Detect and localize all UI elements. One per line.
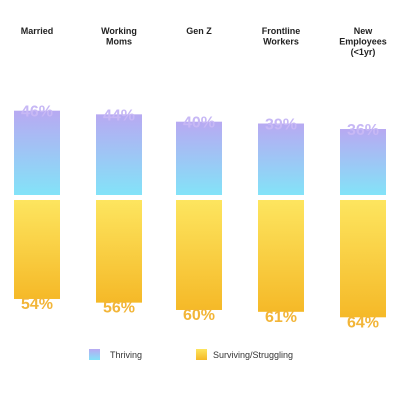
- bar-thriving: [14, 110, 60, 195]
- category-label-line: Gen Z: [186, 26, 212, 36]
- category-label-line: Frontline: [262, 26, 301, 36]
- category-label: Gen Z: [186, 26, 212, 36]
- category-label-line: Employees: [339, 37, 387, 47]
- thriving-percent-label: 40%: [183, 115, 215, 132]
- surviving-percent-label: 61%: [265, 309, 297, 326]
- percent-labels: 46% 54% 44% 56% 40% 60% 39% 61% 36% 64%: [21, 104, 379, 332]
- bar-thriving: [258, 123, 304, 195]
- bar-thriving: [176, 121, 222, 195]
- legend-label-thriving: Thriving: [110, 350, 142, 360]
- bar-surviving: [96, 200, 142, 303]
- surviving-percent-label: 56%: [103, 300, 135, 317]
- category-label-line: Workers: [263, 37, 299, 47]
- category-label: New Employees (<1yr): [339, 26, 387, 57]
- bar-thriving: [340, 129, 386, 195]
- bar-surviving: [258, 200, 304, 312]
- bar-surviving: [340, 200, 386, 318]
- category-label-line: (<1yr): [351, 47, 376, 57]
- legend-label-surviving: Surviving/Struggling: [213, 350, 293, 360]
- category-label-line: Married: [21, 26, 54, 36]
- legend-swatch-surviving: [196, 349, 207, 360]
- surviving-percent-label: 60%: [183, 307, 215, 324]
- legend: Thriving Surviving/Struggling: [89, 349, 293, 360]
- category-label-line: Working: [101, 26, 137, 36]
- category-label: Working Moms: [101, 26, 137, 47]
- category-label-line: Moms: [106, 37, 132, 47]
- thriving-percent-label: 44%: [103, 107, 135, 124]
- thriving-percent-label: 39%: [265, 117, 297, 134]
- surviving-percent-label: 54%: [21, 296, 53, 313]
- legend-swatch-thriving: [89, 349, 100, 360]
- bar-surviving: [14, 200, 60, 299]
- thriving-percent-label: 36%: [347, 122, 379, 139]
- category-labels: Married Working Moms Gen Z Frontline Workers N…: [21, 26, 387, 57]
- surviving-percent-label: 64%: [347, 314, 379, 331]
- bar-thriving: [96, 114, 142, 195]
- category-label: Frontline Workers: [262, 26, 301, 47]
- category-label-line: New: [354, 26, 374, 36]
- bars: [14, 110, 386, 318]
- thriving-percent-label: 46%: [21, 104, 53, 121]
- category-label: Married: [21, 26, 54, 36]
- bar-surviving: [176, 200, 222, 310]
